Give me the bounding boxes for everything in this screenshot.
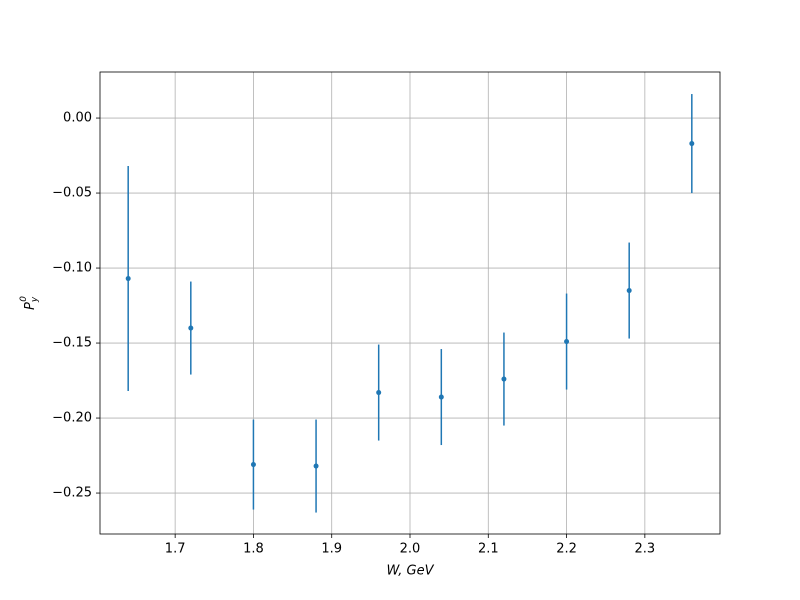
data-point (188, 325, 194, 331)
data-point (564, 339, 570, 345)
data-point (689, 141, 695, 147)
x-tick-label: 2.0 (400, 542, 421, 557)
y-label-base: P (23, 302, 38, 310)
x-axis-label: W, GeV (386, 564, 434, 579)
data-point (125, 276, 131, 282)
x-tick-label: 2.3 (635, 542, 656, 557)
y-tick-label: 0.00 (63, 111, 92, 126)
x-tick-label: 1.8 (243, 542, 264, 557)
grid-layer (100, 72, 720, 534)
x-tick-label: 2.2 (556, 542, 577, 557)
x-tick-label: 1.9 (321, 542, 342, 557)
data-point (313, 463, 319, 469)
y-tick-label: −0.10 (52, 261, 92, 276)
y-tick-label: −0.05 (52, 186, 92, 201)
data-point (250, 462, 256, 468)
y-label-sub: y (30, 296, 40, 303)
y-label-sup: 0 (19, 296, 29, 302)
y-tick-label: −0.15 (52, 336, 92, 351)
y-tick-label: −0.20 (52, 411, 92, 426)
y-axis-label: Py0 (19, 296, 40, 310)
data-point (626, 288, 632, 294)
x-tick-label: 1.7 (165, 542, 186, 557)
data-point (376, 390, 382, 396)
x-tick-label: 2.1 (478, 542, 499, 557)
data-point (438, 394, 444, 400)
data-point (501, 376, 507, 382)
y-tick-label: −0.25 (52, 486, 92, 501)
